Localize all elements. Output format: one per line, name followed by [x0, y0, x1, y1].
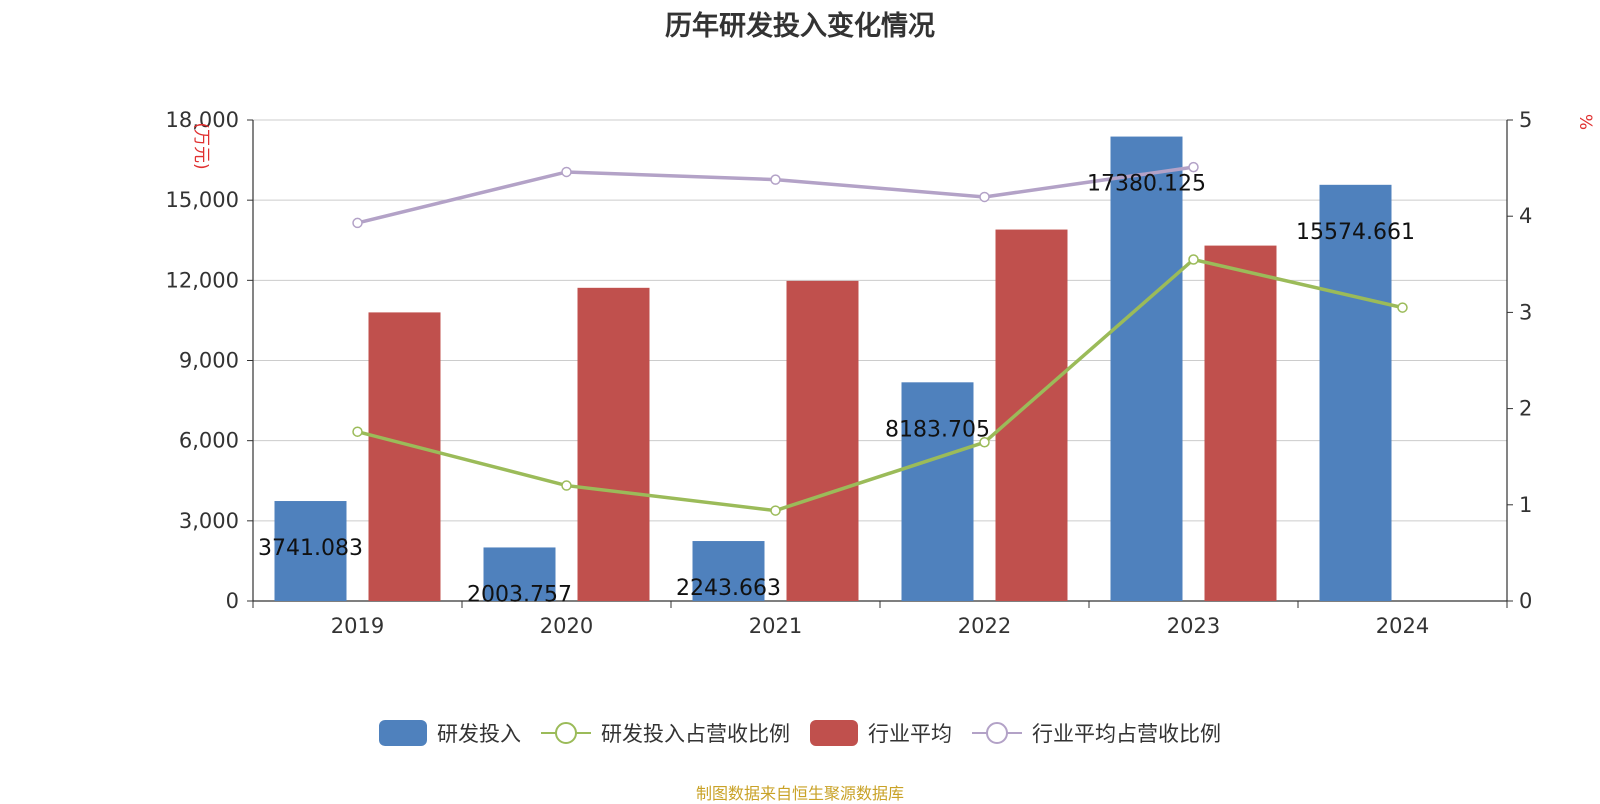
- y-right-tick-label: 5: [1519, 108, 1532, 132]
- bar-研发投入: [1319, 184, 1392, 601]
- bar-行业平均: [786, 280, 859, 601]
- legend-label: 研发投入: [437, 722, 521, 746]
- bar-value-label: 17380.125: [1087, 172, 1206, 197]
- point-研发投入占营收比例: [1397, 302, 1408, 313]
- y-left-tick-label: 12,000: [166, 268, 239, 292]
- bar-行业平均: [368, 312, 441, 601]
- point-行业平均占营收比例: [770, 174, 781, 185]
- source-note: 制图数据来自恒生聚源数据库: [695, 784, 904, 803]
- chart-title: 历年研发投入变化情况: [665, 11, 935, 42]
- point-研发投入占营收比例: [770, 505, 781, 516]
- bar-value-label: 8183.705: [885, 417, 990, 442]
- legend-swatch: [541, 722, 591, 744]
- point-行业平均占营收比例: [1188, 161, 1199, 173]
- point-研发投入占营收比例: [979, 437, 990, 448]
- x-tick-label: 2024: [1376, 614, 1429, 638]
- axes: 0 3,000 6,000 9,000 12,000 15,000 18,000 0 1 2 3 4 5…: [166, 108, 1595, 638]
- bar-研发投入: [901, 382, 974, 601]
- y-left-tick-label: 3,000: [179, 509, 239, 533]
- legend-label: 研发投入占营收比例: [601, 722, 790, 746]
- y-left-axis-label: (万元): [191, 122, 211, 169]
- legend-swatch: [972, 722, 1022, 744]
- point-研发投入占营收比例: [352, 426, 363, 437]
- legend-label: 行业平均: [868, 722, 952, 746]
- point-行业平均占营收比例: [561, 166, 572, 178]
- y-right-tick-label: 1: [1519, 493, 1532, 517]
- y-right-tick-label: 2: [1519, 397, 1532, 421]
- bar-研发投入: [1110, 136, 1183, 601]
- legend-item[interactable]: 行业平均: [810, 718, 952, 748]
- legend-item[interactable]: 研发投入占营收比例: [541, 718, 790, 748]
- data-labels: 3741.083 2003.757 2243.663 8183.705 17380.12…: [258, 172, 1415, 608]
- bar-研发投入: [692, 541, 765, 601]
- legend-swatch: [379, 720, 427, 746]
- point-行业平均占营收比例: [352, 217, 363, 229]
- legend-item[interactable]: 行业平均占营收比例: [972, 718, 1221, 748]
- y-left-tick-label: 6,000: [179, 429, 239, 453]
- y-right-tick-label: 4: [1519, 204, 1532, 228]
- bar-value-label: 2003.757: [467, 582, 572, 607]
- x-tick-label: 2020: [540, 614, 593, 638]
- bars: [274, 136, 1392, 602]
- grid-lines: [253, 119, 1507, 522]
- bar-value-label: 2243.663: [676, 576, 781, 601]
- bar-行业平均: [995, 229, 1068, 602]
- lines: [352, 161, 1408, 516]
- bar-value-label: 15574.661: [1296, 220, 1415, 245]
- y-left-tick-label: 15,000: [166, 188, 239, 212]
- y-right-tick-label: 3: [1519, 300, 1532, 324]
- legend-label: 行业平均占营收比例: [1032, 722, 1221, 746]
- y-left-tick-label: 18,000: [166, 108, 239, 132]
- legend-swatch: [810, 720, 858, 746]
- bar-研发投入: [483, 547, 556, 601]
- point-研发投入占营收比例: [561, 480, 572, 491]
- point-行业平均占营收比例: [979, 191, 990, 203]
- bar-研发投入: [274, 501, 347, 601]
- legend: 研发投入 研发投入占营收比例 行业平均 行业平均占营收比例: [0, 718, 1600, 748]
- y-right-axis-label: %: [1575, 114, 1595, 130]
- x-tick-label: 2023: [1167, 614, 1220, 638]
- x-tick-label: 2019: [331, 614, 384, 638]
- x-tick-label: 2021: [749, 614, 802, 638]
- y-right-tick-label: 0: [1519, 589, 1532, 613]
- x-tick-label: 2022: [958, 614, 1011, 638]
- point-研发投入占营收比例: [1188, 254, 1199, 265]
- y-left-tick-label: 0: [226, 589, 239, 613]
- legend-item[interactable]: 研发投入: [379, 718, 521, 748]
- line-研发投入占营收比例: [357, 257, 1403, 513]
- bar-value-label: 3741.083: [258, 536, 363, 561]
- y-left-tick-label: 9,000: [179, 349, 239, 373]
- bar-行业平均: [1204, 245, 1277, 601]
- bar-行业平均: [577, 287, 650, 601]
